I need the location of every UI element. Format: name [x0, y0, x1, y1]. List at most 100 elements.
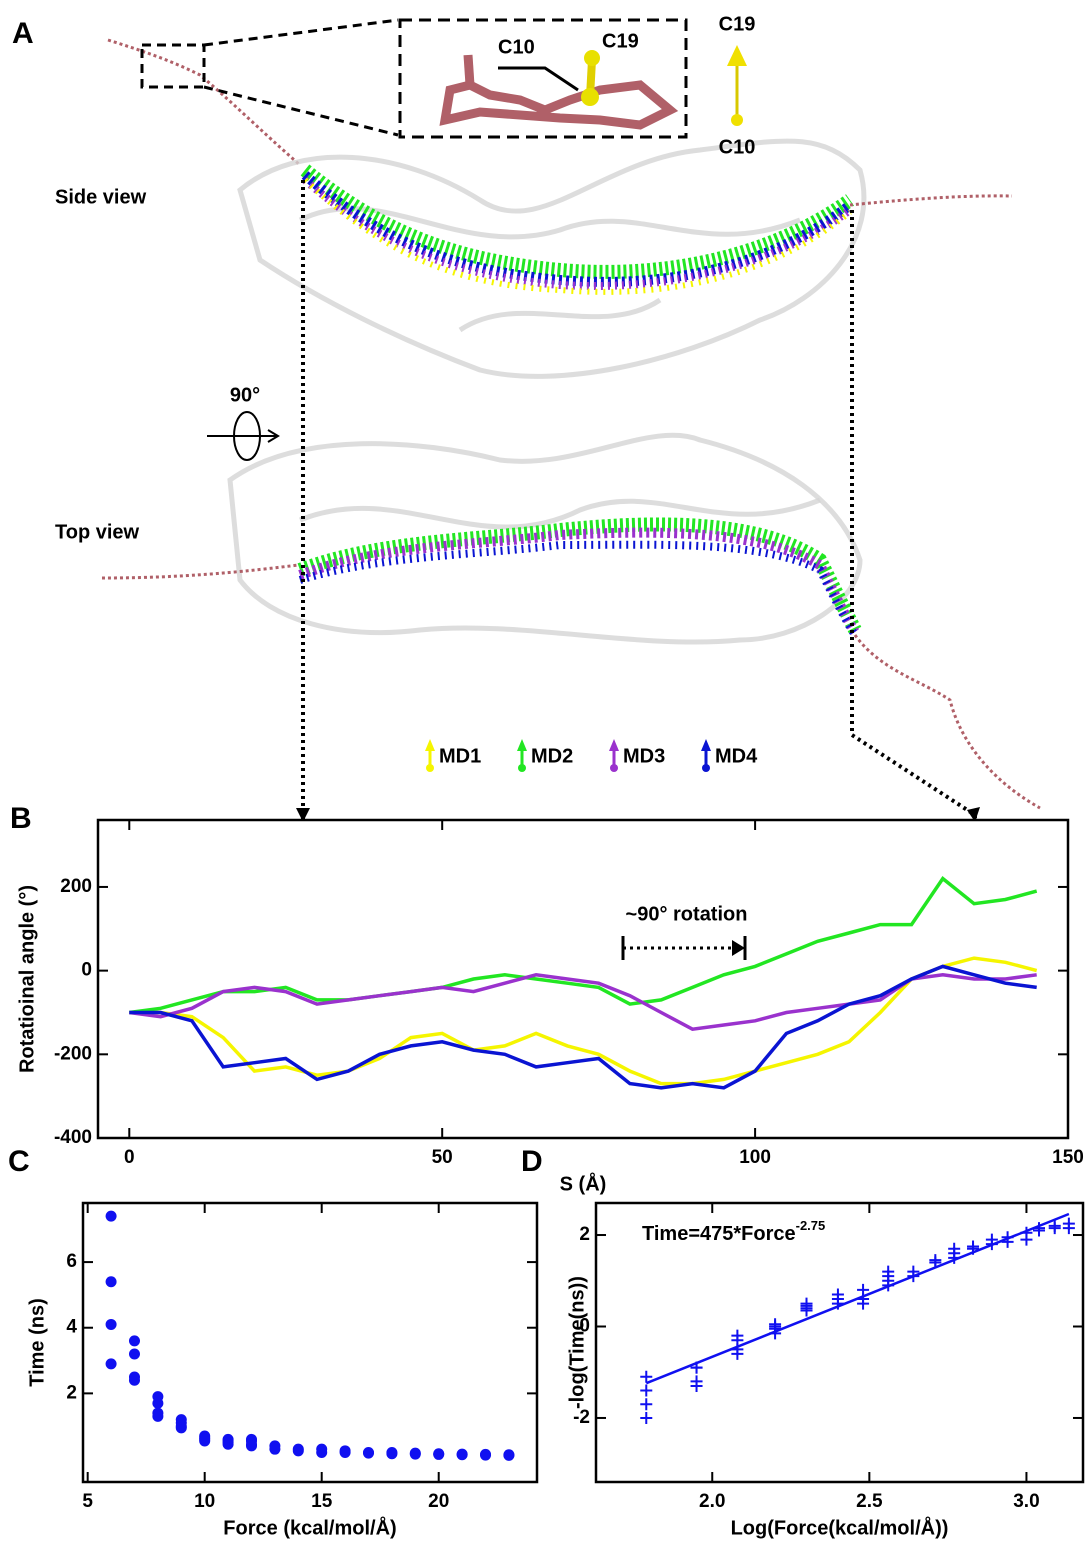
y-tick-label: 0 [579, 1316, 590, 1337]
point [105, 1276, 117, 1288]
point [269, 1443, 281, 1455]
plot-frame [81, 1201, 539, 1484]
point [769, 1318, 782, 1331]
point [105, 1318, 117, 1330]
series-line [129, 973, 1037, 1032]
legend-dot [610, 764, 618, 772]
view-label: Top view [55, 521, 140, 543]
x-tick-label: 50 [432, 1147, 453, 1168]
point [128, 1335, 140, 1347]
x-axis-label: Log(Force(kcal/mol/Å)) [731, 1515, 949, 1539]
point [128, 1348, 140, 1360]
guide-arrow [967, 807, 980, 822]
point [640, 1398, 653, 1411]
y-tick-label: 4 [66, 1317, 77, 1338]
panel-label: A [12, 17, 34, 50]
vectors [302, 176, 853, 290]
atom-label: C10 [498, 36, 535, 58]
equation-text: Time=475*Force [642, 1223, 796, 1245]
point [929, 1254, 942, 1267]
zoom-line [203, 18, 399, 47]
point [1048, 1219, 1061, 1232]
ligand [849, 194, 1013, 207]
point [316, 1446, 328, 1458]
legend-arrow [701, 739, 711, 751]
molecule [463, 54, 475, 86]
x-tick-label: 150 [1052, 1147, 1084, 1168]
view-label: Side view [55, 186, 147, 208]
x-tick-label: 2.0 [699, 1491, 725, 1512]
vectors [301, 171, 854, 287]
atom [731, 114, 743, 126]
point [105, 1358, 117, 1370]
fit-line [645, 1212, 1070, 1385]
series-line [129, 876, 1038, 1015]
rotation-icon [267, 429, 280, 443]
point [800, 1297, 813, 1310]
point [339, 1446, 351, 1458]
point [105, 1210, 117, 1222]
point [731, 1329, 744, 1342]
panel-a: A C10 C19 C19 C10 Side view 90° Top view [12, 13, 1041, 1138]
point [222, 1438, 234, 1450]
zoom-box [140, 43, 206, 89]
series-line [129, 956, 1038, 1086]
panel-label: D [521, 1145, 543, 1178]
point [152, 1410, 164, 1422]
y-tick-label: -2 [573, 1407, 590, 1428]
legend-label: MD2 [531, 745, 573, 767]
x-tick-label: 100 [739, 1147, 771, 1168]
point [831, 1288, 844, 1301]
point [199, 1435, 211, 1447]
x-tick-label: 5 [82, 1491, 93, 1512]
plot-frame [594, 1201, 1085, 1484]
x-tick-label: 0 [124, 1147, 135, 1168]
legend-dot [426, 764, 434, 772]
point [433, 1448, 445, 1460]
y-axis-label: Time (ns) [26, 1298, 48, 1387]
y-tick-label: 6 [66, 1251, 77, 1272]
point [480, 1449, 492, 1461]
y-tick-label: 0 [81, 960, 92, 981]
y-tick-label: 2 [66, 1382, 77, 1403]
legend-dot [702, 764, 710, 772]
rotation-label: 90° [230, 384, 260, 406]
point [456, 1449, 468, 1461]
point [292, 1445, 304, 1457]
legend-arrow [517, 739, 527, 751]
point [128, 1374, 140, 1386]
molecule [439, 80, 679, 130]
x-tick-label: 20 [428, 1491, 449, 1512]
legend-label: MD1 [439, 745, 481, 767]
protein-side [237, 138, 867, 379]
x-axis-label: Force (kcal/mol/Å) [223, 1515, 396, 1539]
y-tick-label: 2 [579, 1224, 590, 1245]
series-line [129, 964, 1037, 1090]
legend-label: MD3 [623, 745, 665, 767]
legend-label: MD4 [715, 745, 758, 767]
point [175, 1422, 187, 1434]
y-tick-label: -400 [54, 1127, 92, 1148]
point [152, 1397, 164, 1409]
vectors [297, 517, 862, 634]
x-tick-label: 15 [311, 1491, 333, 1512]
point [386, 1448, 398, 1460]
legend-arrow [425, 739, 435, 751]
x-tick-label: 2.5 [856, 1491, 883, 1512]
point [640, 1411, 653, 1424]
atom [581, 88, 599, 106]
atom [584, 50, 600, 66]
point [882, 1265, 895, 1278]
legend-dot [518, 764, 526, 772]
ligand [101, 563, 299, 580]
point [245, 1440, 257, 1452]
y-tick-label: -200 [54, 1043, 92, 1064]
plot-frame [96, 818, 1070, 1140]
x-tick-label: 3.0 [1013, 1491, 1039, 1512]
atom-label: C10 [719, 136, 756, 158]
point [363, 1447, 375, 1459]
x-tick-label: 10 [194, 1491, 215, 1512]
ligand [107, 38, 301, 167]
atom-label: C19 [719, 13, 756, 35]
